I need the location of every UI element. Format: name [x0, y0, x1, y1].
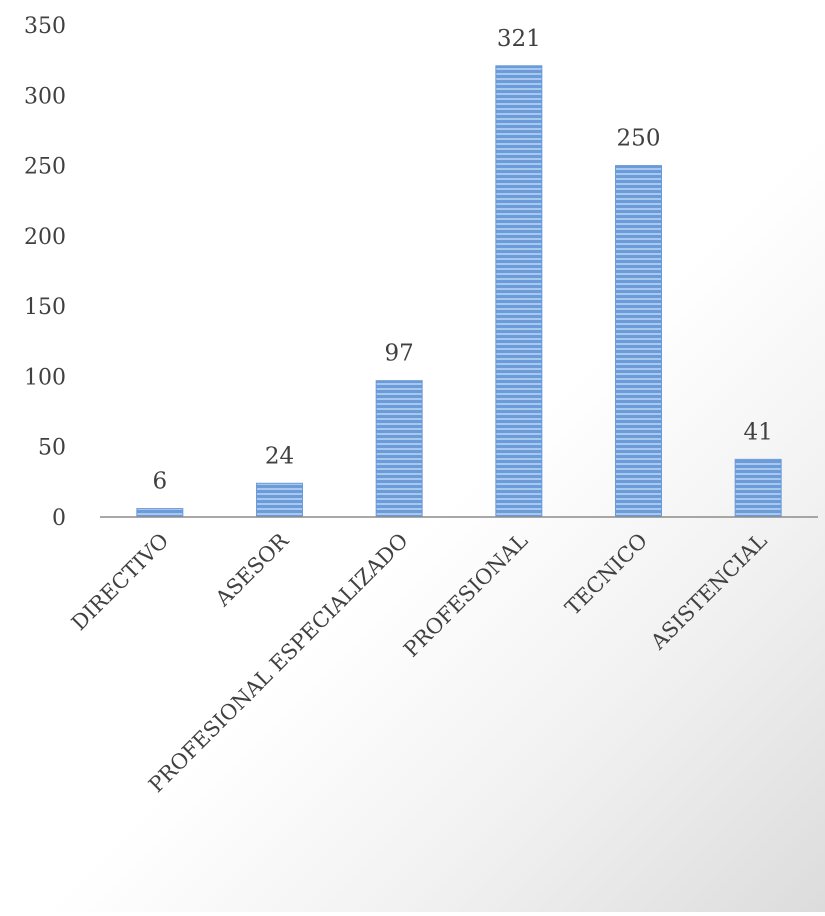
y-tick-label: 150 [24, 295, 66, 320]
bar-asesor [256, 482, 303, 518]
y-tick-label: 350 [24, 14, 66, 39]
y-tick-label: 200 [24, 225, 66, 250]
y-tick-label: 250 [24, 155, 66, 180]
data-label: 24 [265, 443, 294, 469]
data-label: 97 [385, 341, 414, 367]
category-label: ASESOR [210, 528, 294, 612]
bar-profesional-especializado [375, 380, 423, 518]
bar-profesional [495, 65, 543, 518]
data-label: 250 [617, 126, 661, 152]
y-tick-label: 0 [52, 506, 66, 531]
data-label: 6 [153, 469, 168, 495]
category-label: DIRECTIVO [67, 529, 174, 636]
data-label: 41 [744, 419, 773, 445]
category-label: PROFESIONAL ESPECIALIZADO [144, 529, 413, 798]
category-label: TECNICO [561, 529, 652, 620]
category-label: ASISTENCIAL [646, 529, 772, 655]
data-label: 321 [497, 26, 541, 52]
y-tick-label: 50 [38, 436, 66, 461]
y-tick-label: 300 [24, 84, 66, 109]
bar-asistencial [734, 458, 782, 518]
y-tick-label: 100 [24, 365, 66, 390]
bar-tecnico [615, 165, 662, 518]
category-label: PROFESIONAL [399, 529, 532, 662]
bar-directivo [136, 508, 184, 518]
